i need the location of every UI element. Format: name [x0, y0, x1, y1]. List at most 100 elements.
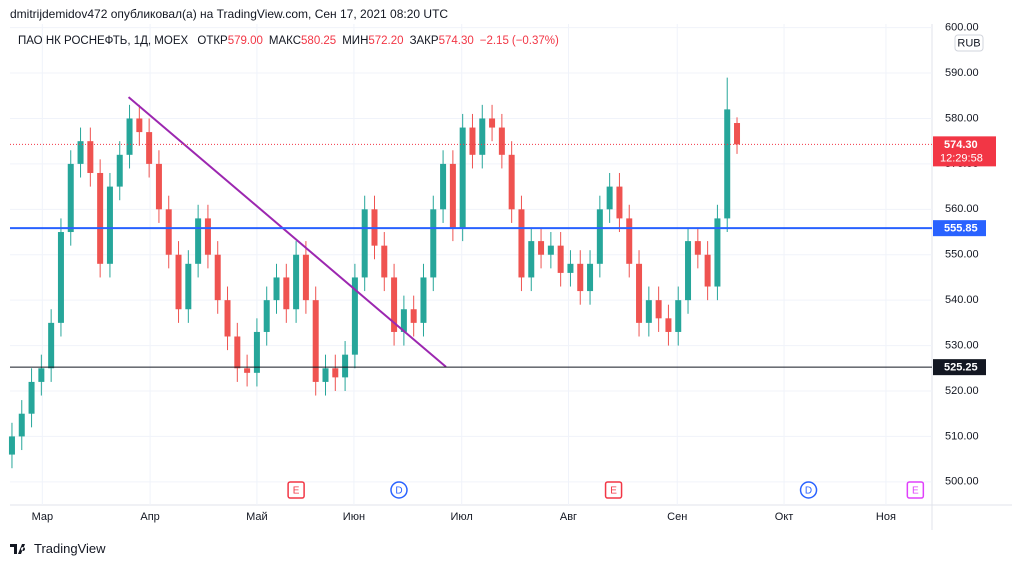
- candle-body: [273, 277, 280, 301]
- x-tick-label: Окт: [775, 511, 794, 523]
- candle-body: [567, 263, 574, 273]
- candle-body: [8, 436, 15, 455]
- legend-label: МАКС: [268, 35, 302, 47]
- logo: [10, 544, 26, 554]
- trend-line: [127, 96, 447, 368]
- symbol-title: ПАО НК РОСНЕФТЬ, 1Д, MOEX: [18, 35, 189, 47]
- candle-body: [302, 254, 309, 301]
- y-tick-label: 500.00: [945, 476, 979, 488]
- x-tick-label: Сен: [667, 511, 687, 523]
- candle-body: [508, 154, 515, 210]
- candle-body: [48, 322, 55, 369]
- candle-body: [489, 118, 496, 128]
- candle-body: [655, 300, 662, 319]
- event-marker: [906, 481, 925, 499]
- x-tick-label: Мар: [32, 511, 54, 523]
- event-marker: [390, 481, 408, 499]
- candle-body: [391, 277, 398, 332]
- candle-body: [685, 241, 692, 301]
- candle-body: [469, 127, 476, 155]
- candle-body: [146, 132, 153, 164]
- event-marker: [604, 481, 623, 499]
- candle-body: [18, 413, 25, 437]
- candle-body: [518, 209, 525, 278]
- y-tick-label: 510.00: [945, 430, 979, 442]
- candle-body: [410, 309, 417, 323]
- price-label-box: [933, 136, 996, 167]
- candle-body: [67, 163, 74, 233]
- event-label: E: [912, 486, 919, 497]
- candle-body: [155, 163, 162, 210]
- x-tick-label: Июл: [451, 511, 473, 523]
- candle-body: [449, 163, 456, 228]
- y-tick-label: 590.00: [945, 67, 979, 79]
- candle-body: [587, 263, 594, 292]
- candle-body: [479, 118, 486, 155]
- y-tick-label: 550.00: [945, 249, 979, 261]
- candle-body: [636, 263, 643, 323]
- brand: TradingView: [34, 541, 106, 556]
- legend: ПАО НК РОСНЕФТЬ, 1Д, MOEX ОТКР579.00 МАКС…: [18, 35, 565, 47]
- candle-body: [704, 254, 711, 287]
- candle-body: [195, 218, 202, 264]
- candle-body: [204, 218, 211, 255]
- candle-body: [665, 318, 672, 332]
- y-tick-label: 560.00: [945, 203, 979, 215]
- y-tick-label: 520.00: [945, 385, 979, 397]
- candle-body: [420, 277, 427, 323]
- event-label: E: [610, 486, 617, 497]
- candle-body: [714, 218, 721, 287]
- candle-body: [596, 209, 603, 264]
- candle-body: [175, 254, 182, 310]
- candle-body: [312, 300, 319, 382]
- plot-area: [10, 24, 932, 505]
- candle-body: [606, 186, 613, 210]
- currency: RUB: [957, 37, 980, 49]
- legend-label: МИН: [342, 35, 369, 47]
- candle-body: [214, 254, 221, 301]
- legend-value: 574.30: [438, 35, 474, 47]
- candle-body: [106, 186, 113, 264]
- candle-body: [616, 186, 623, 219]
- candle-body: [253, 331, 260, 373]
- price-label: 555.85: [944, 223, 978, 235]
- candle-body: [185, 263, 192, 310]
- candle-body: [440, 163, 447, 210]
- candle-body: [361, 209, 368, 278]
- candle-body: [322, 368, 329, 382]
- candle-body: [283, 277, 290, 310]
- candle-body: [381, 245, 388, 278]
- candle-body: [116, 154, 123, 187]
- author-line: dmitrijdemidov472 опубликовал(а) на Trad…: [10, 7, 449, 21]
- candle-body: [351, 277, 358, 355]
- legend-value: 580.25: [301, 35, 337, 47]
- event-marker: [799, 481, 818, 499]
- candle-body: [734, 123, 741, 145]
- candle-body: [430, 209, 437, 278]
- candle-body: [126, 118, 133, 155]
- x-tick-label: Июн: [343, 511, 365, 523]
- legend-value: 572.20: [368, 35, 404, 47]
- candle-body: [38, 368, 45, 382]
- candle-body: [165, 209, 172, 255]
- event-label: D: [395, 486, 402, 497]
- candle-body: [528, 241, 535, 278]
- x-tick-label: Апр: [140, 511, 159, 523]
- price-label-box: [933, 220, 986, 237]
- candle-body: [694, 241, 701, 255]
- event-label: E: [293, 486, 300, 497]
- currency-box: [954, 34, 984, 52]
- y-tick-label: 530.00: [945, 339, 979, 351]
- x-tick-label: Ноя: [876, 511, 896, 523]
- candle-body: [244, 368, 251, 373]
- x-tick-label: Авг: [560, 511, 577, 523]
- candle-body: [224, 300, 231, 337]
- y-tick-label: 600.00: [945, 22, 979, 34]
- candle-body: [293, 254, 300, 310]
- candle-body: [498, 127, 505, 155]
- event-label: D: [805, 486, 812, 497]
- candle-body: [547, 245, 554, 255]
- y-tick-label: 540.00: [945, 294, 979, 306]
- candle-body: [645, 300, 652, 323]
